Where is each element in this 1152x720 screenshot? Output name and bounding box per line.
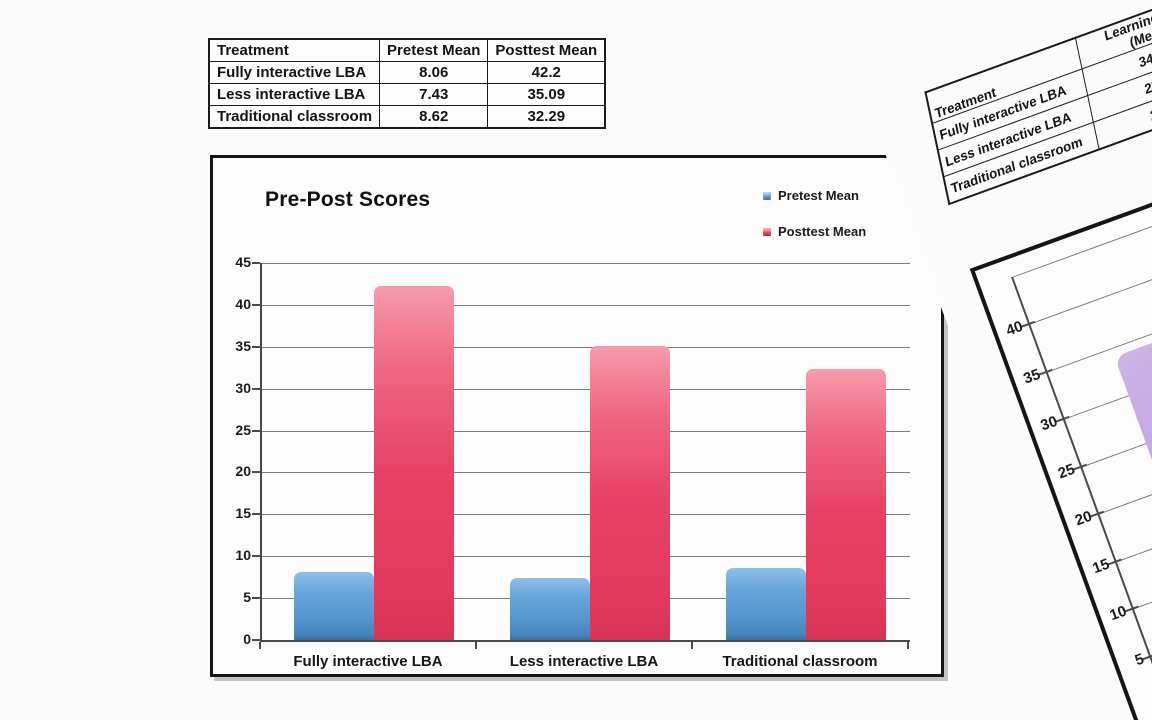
- y-axis-label: 40: [1003, 318, 1026, 340]
- bar-posttest: [590, 346, 670, 640]
- y-axis-label: 40: [235, 295, 251, 312]
- gridline: [262, 388, 910, 390]
- y-axis-tick: [252, 429, 260, 432]
- y-axis-label: 20: [235, 463, 251, 480]
- pre-post-chart: Pre-Post Scores Pretest Mean Posttest Mea…: [210, 155, 944, 677]
- table-row: Traditional classroom 8.62 32.29: [208, 105, 606, 129]
- y-axis-label: 25: [235, 421, 251, 438]
- gridline: [262, 472, 910, 474]
- value-cell: 35.09: [487, 83, 606, 106]
- y-axis-tick: [252, 387, 260, 390]
- y-axis-tick: [252, 597, 260, 600]
- treatment-cell: Fully interactive LBA: [208, 61, 381, 84]
- column-header: Posttest Mean: [487, 38, 606, 62]
- y-axis-tick: [252, 555, 260, 558]
- x-axis-tick: [475, 642, 477, 649]
- pre-post-table: Treatment Pretest Mean Posttest Mean Fully…: [208, 38, 607, 129]
- gridline: [262, 346, 910, 348]
- y-axis-label: 5: [1132, 650, 1147, 669]
- legend-label: Posttest Mean: [778, 224, 867, 239]
- bar-pretest: [294, 572, 374, 640]
- chart-legend: Pretest Mean Posttest Mean: [763, 188, 866, 239]
- y-axis-label: 10: [1107, 602, 1129, 625]
- legend-item: Posttest Mean: [763, 224, 866, 239]
- value-cell: 8.62: [379, 105, 489, 129]
- y-axis-label: 10: [235, 547, 251, 564]
- bar-pretest: [510, 577, 590, 640]
- value-cell: 32.29: [487, 105, 606, 129]
- value-cell: 7.43: [379, 83, 489, 106]
- treatment-cell: Less interactive LBA: [208, 83, 381, 106]
- gridline: [1047, 152, 1152, 373]
- x-axis-label: Traditional classroom: [722, 653, 878, 670]
- treatment-cell: Traditional classroom: [208, 105, 381, 129]
- gridline: [262, 430, 910, 432]
- table-row: Fully interactive LBA 8.06 42.2: [208, 61, 606, 84]
- gridline: [262, 263, 910, 264]
- y-axis-label: 0: [243, 631, 251, 647]
- gridline: [262, 514, 910, 516]
- x-axis-label: Less interactive LBA: [509, 653, 659, 670]
- y-axis-label: 35: [235, 337, 251, 354]
- y-axis-label: 15: [1090, 555, 1112, 577]
- posttest-legend-marker: [763, 227, 771, 236]
- value-cell: 42.2: [487, 61, 606, 84]
- legend-item: Pretest Mean: [763, 188, 866, 203]
- bar-pretest: [726, 567, 806, 640]
- y-axis-label: 15: [235, 505, 251, 522]
- y-axis-tick: [252, 303, 260, 306]
- x-axis-tick: [907, 642, 909, 649]
- x-axis-tick: [259, 642, 261, 649]
- y-axis-tick: [252, 262, 260, 264]
- gridline: [262, 304, 910, 306]
- x-axis-tick: [691, 642, 693, 649]
- bar-posttest: [806, 369, 886, 640]
- table-header: Treatment Pretest Mean Posttest Mean: [208, 38, 606, 62]
- y-axis-tick: [252, 345, 260, 348]
- y-axis-label: 30: [235, 379, 251, 396]
- chart-title: Pre-Post Scores: [265, 188, 431, 211]
- y-axis-label: 25: [1055, 460, 1078, 483]
- y-axis-tick: [252, 639, 260, 641]
- y-axis-label: 35: [1021, 365, 1043, 388]
- y-axis-label: 30: [1038, 413, 1060, 435]
- column-header: Treatment: [208, 38, 381, 62]
- x-axis-label: Fully interactive LBA: [293, 653, 443, 670]
- gridline: [262, 556, 910, 558]
- column-header: Pretest Mean: [379, 38, 489, 62]
- y-axis-label: 20: [1072, 507, 1095, 530]
- plot-area: [260, 263, 910, 642]
- bar-posttest: [374, 286, 454, 640]
- legend-label: Pretest Mean: [778, 188, 859, 203]
- y-axis-label: 45: [235, 254, 251, 270]
- pretest-legend-marker: [763, 191, 771, 200]
- y-axis-tick: [252, 513, 260, 516]
- value-cell: 8.06: [379, 61, 489, 84]
- y-axis-label: 5: [243, 589, 251, 606]
- table-row: Less interactive LBA 7.43 35.09: [208, 83, 606, 106]
- y-axis-tick: [252, 471, 260, 474]
